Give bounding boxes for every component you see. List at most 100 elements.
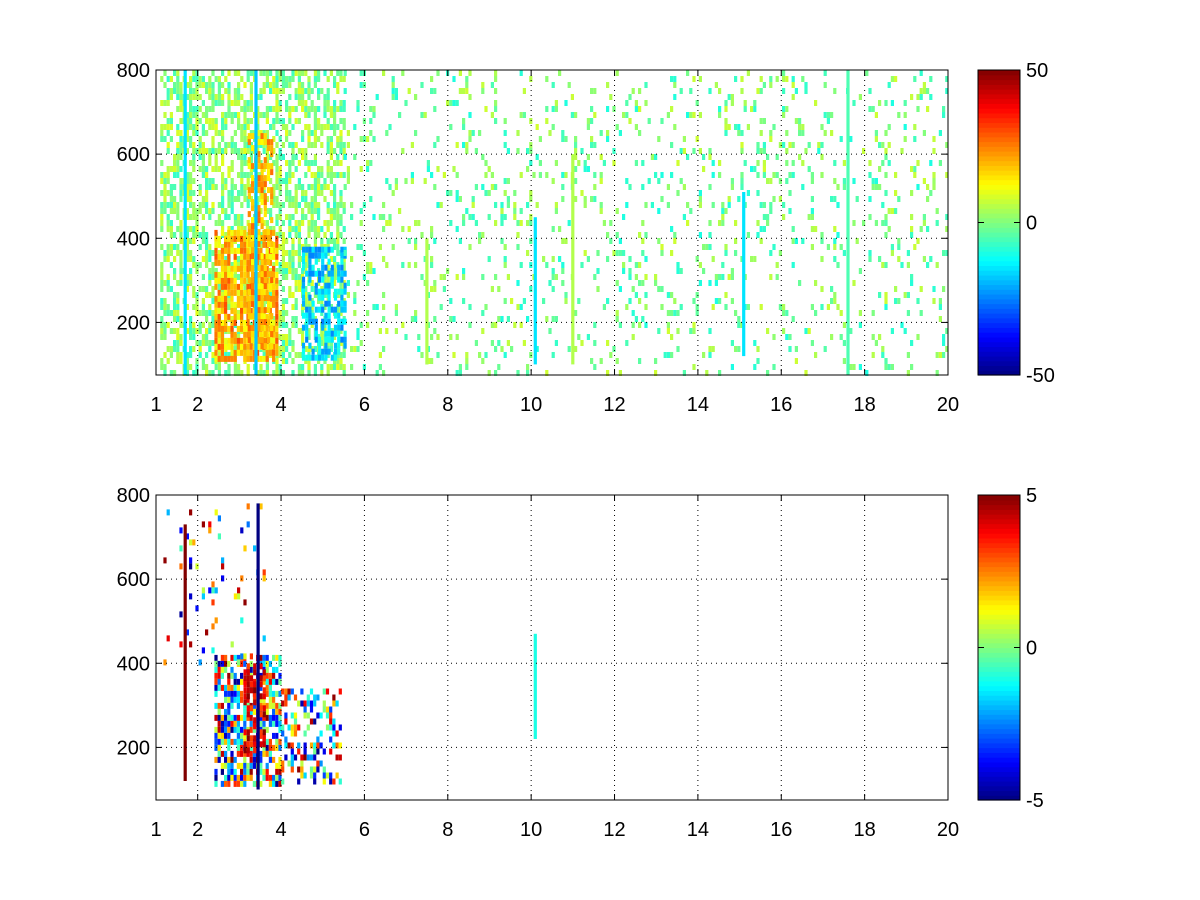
heatmap-cell <box>814 352 818 358</box>
heatmap-cell <box>169 202 173 208</box>
heatmap-cell <box>201 358 205 364</box>
heatmap-cell <box>775 76 779 82</box>
heatmap-cell <box>272 136 276 142</box>
heatmap-cell <box>388 214 392 220</box>
heatmap-cell <box>205 184 209 190</box>
heatmap-cell <box>612 250 616 256</box>
heatmap-cell <box>326 250 330 256</box>
heatmap-cell <box>221 226 225 232</box>
heatmap-cell <box>230 283 234 290</box>
heatmap-cell <box>894 76 898 82</box>
heatmap-cell <box>311 318 315 325</box>
heatmap-cell <box>791 82 795 88</box>
heatmap-cell <box>257 217 261 224</box>
heatmap-cell <box>243 729 247 736</box>
heatmap-cell <box>327 246 331 253</box>
heatmap-cell <box>249 666 253 673</box>
heatmap-cell <box>257 139 261 146</box>
heatmap-cell <box>185 280 189 286</box>
heatmap-cell <box>494 220 498 226</box>
heatmap-cell <box>766 178 770 184</box>
heatmap-cell <box>195 340 199 346</box>
colorbar-segment <box>978 327 1020 333</box>
heatmap-cell <box>220 726 224 733</box>
heatmap-cell <box>301 154 305 160</box>
heatmap-cell <box>250 247 255 254</box>
heatmap-cell <box>366 136 370 142</box>
heatmap-cell <box>208 178 212 184</box>
heatmap-cell <box>260 313 264 320</box>
heatmap-cell <box>201 298 205 304</box>
heatmap-cell <box>257 295 261 302</box>
heatmap-cell <box>201 130 205 136</box>
heatmap-cell <box>430 262 434 268</box>
heatmap-cell <box>516 280 520 286</box>
colorbar-tick-label: 0 <box>1026 213 1037 235</box>
heatmap-cell <box>858 364 862 370</box>
heatmap-cell <box>249 768 253 775</box>
heatmap-cell <box>288 334 292 340</box>
heatmap-cell <box>323 70 327 76</box>
heatmap-cell <box>338 688 342 695</box>
heatmap-cell <box>321 288 325 295</box>
heatmap-cell <box>625 202 629 208</box>
heatmap-cell <box>233 229 237 236</box>
heatmap-cell <box>300 766 304 773</box>
heatmap-cell <box>737 196 741 202</box>
heatmap-cell <box>462 268 466 274</box>
heatmap-cell <box>284 718 288 725</box>
heatmap-cell <box>272 118 276 124</box>
heatmap-cell <box>217 295 221 302</box>
heatmap-cell <box>336 88 340 94</box>
heatmap-cell <box>192 70 196 76</box>
heatmap-cell <box>269 214 273 220</box>
heatmap-cell <box>359 136 363 142</box>
heatmap-cell <box>297 724 301 731</box>
heatmap-cell <box>227 660 231 667</box>
heatmap-cell <box>465 208 469 214</box>
heatmap-cell <box>462 142 466 148</box>
heatmap-cell <box>179 262 183 268</box>
heatmap-cell <box>214 509 218 516</box>
heatmap-cell <box>300 700 304 707</box>
heatmap-cell <box>801 238 805 244</box>
heatmap-cell <box>160 262 164 268</box>
heatmap-cell <box>580 340 584 346</box>
heatmap-cell <box>243 301 247 308</box>
heatmap-cell <box>782 304 786 310</box>
heatmap-cell <box>185 370 189 376</box>
heatmap-cell <box>321 264 325 271</box>
heatmap-cell <box>278 100 282 106</box>
heatmap-cell <box>313 172 317 178</box>
heatmap-cell <box>343 88 347 94</box>
heatmap-cell <box>788 208 792 214</box>
heatmap-cell <box>189 190 193 196</box>
heatmap-cell <box>586 166 590 172</box>
x-tick-label: 16 <box>770 819 792 841</box>
heatmap-cell <box>220 349 224 356</box>
heatmap-cell <box>301 88 305 94</box>
heatmap-cell <box>278 370 282 376</box>
heatmap-cell <box>452 100 456 106</box>
heatmap-cell <box>711 304 715 310</box>
heatmap-cell <box>195 124 199 130</box>
heatmap-cell <box>227 112 231 118</box>
heatmap-cell <box>494 76 498 82</box>
heatmap-cell <box>290 712 294 719</box>
heatmap-cell <box>343 342 347 349</box>
heatmap-cell <box>666 352 670 358</box>
heatmap-cell <box>417 334 421 340</box>
heatmap-cell <box>522 88 526 94</box>
heatmap-cell <box>278 660 282 667</box>
heatmap-cell <box>823 70 827 76</box>
heatmap-cell <box>179 527 183 534</box>
heatmap-cell <box>326 352 330 358</box>
heatmap-cell <box>221 160 225 166</box>
heatmap-cell <box>372 268 376 274</box>
colorbar-segment <box>978 504 1020 510</box>
heatmap-cell <box>288 166 292 172</box>
x-tick-label: 16 <box>770 394 792 416</box>
heatmap-cell <box>294 268 298 274</box>
heatmap-cell <box>724 130 728 136</box>
heatmap-cell <box>362 136 366 142</box>
